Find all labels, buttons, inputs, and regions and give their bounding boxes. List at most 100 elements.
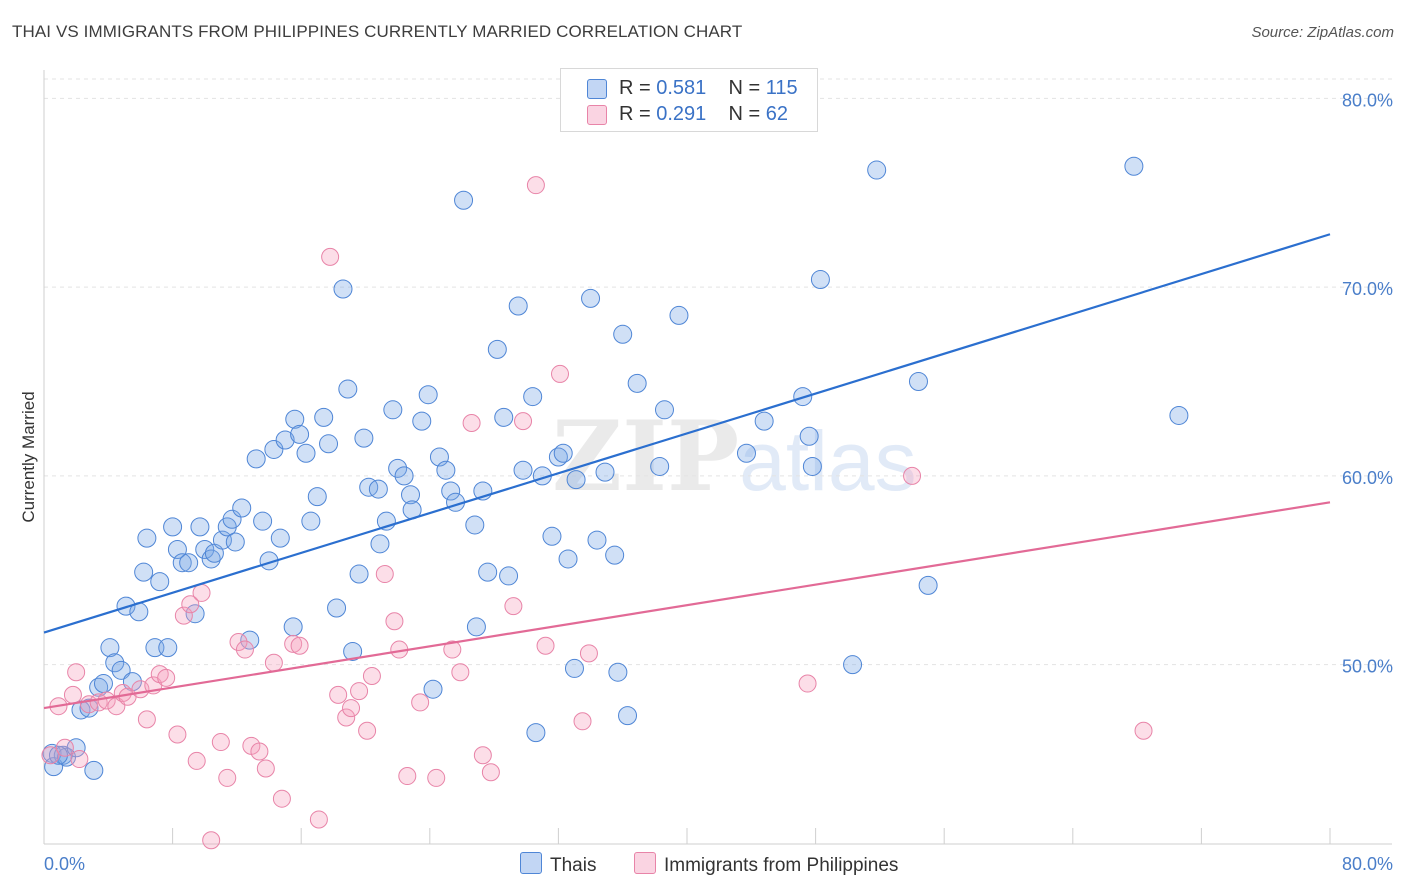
thais-point [523, 387, 543, 407]
thais-point [163, 517, 183, 537]
thais-point [190, 517, 210, 537]
philippines-point [329, 685, 348, 704]
philippines-point [187, 751, 206, 770]
philippines-point [202, 831, 221, 850]
legend-n-value: 62 [765, 103, 789, 125]
thais-point [333, 279, 353, 299]
y-tick-label: 80.0% [1342, 90, 1393, 110]
philippines-point [514, 412, 533, 431]
legend-n-value: 115 [765, 77, 798, 99]
thais-point [558, 549, 578, 569]
philippines-point [41, 746, 60, 765]
legend-n-label: N = [728, 77, 761, 99]
philippines-point [504, 597, 523, 616]
thais-point [513, 460, 533, 480]
philippines-swatch [587, 105, 607, 125]
thais-point [1124, 156, 1144, 176]
thais-legend-label: Thais [550, 855, 597, 876]
thais-point [613, 324, 633, 344]
x-tick-label: 0.0% [44, 854, 85, 874]
y-axis-label: Currently Married [19, 391, 38, 522]
thais-point [454, 190, 474, 210]
philippines-point [350, 682, 369, 701]
thais-point [669, 305, 689, 325]
philippines-point [284, 634, 303, 653]
philippines-point [375, 565, 394, 584]
thais-point [240, 630, 260, 650]
philippines-point [256, 759, 275, 778]
philippines-point [321, 247, 340, 266]
thais-point [150, 572, 170, 592]
thais-point [290, 424, 310, 444]
thais-point [270, 528, 290, 548]
thais-point [466, 617, 486, 637]
stats-legend: R = 0.581 N = 115 R = 0.291 N = 62 [560, 68, 818, 132]
thais-point [84, 760, 104, 780]
thais-point [867, 160, 887, 180]
philippines-point [181, 595, 200, 614]
philippines-point [67, 663, 86, 682]
philippines-point [385, 612, 404, 631]
thais-point [736, 443, 756, 463]
y-tick-label: 70.0% [1342, 279, 1393, 299]
thais-point [111, 660, 131, 680]
thais-point [388, 458, 408, 478]
thais-point [338, 379, 358, 399]
thais-point [499, 566, 519, 586]
legend-r-value: 0.581 [656, 77, 707, 99]
thais-point [436, 460, 456, 480]
thais-point [802, 456, 822, 476]
thais-point [275, 430, 295, 450]
thais-point [264, 439, 284, 459]
philippines-point [1134, 721, 1153, 740]
thais-point [843, 655, 863, 675]
thais-point [423, 679, 443, 699]
chart-source: Source: ZipAtlas.com [1251, 24, 1394, 41]
thais-point [368, 479, 388, 499]
thais-point [608, 662, 628, 682]
thais-point [595, 462, 615, 482]
chart-title: THAI VS IMMIGRANTS FROM PHILIPPINES CURR… [12, 22, 743, 41]
thais-point [179, 553, 199, 573]
thais-point [285, 409, 305, 429]
thais-point [441, 481, 461, 501]
thais-point [754, 411, 774, 431]
legend-r-label: R = [619, 77, 651, 99]
thais-point [508, 296, 528, 316]
y-tick-label: 60.0% [1342, 468, 1393, 488]
philippines-point [362, 666, 381, 685]
thais-point [225, 532, 245, 552]
philippines-point [70, 750, 89, 769]
thais-point [394, 466, 414, 486]
philippines-point [235, 640, 254, 659]
philippines-point [309, 810, 328, 829]
philippines-point [462, 414, 481, 433]
thais-point [307, 487, 327, 507]
thais-legend-swatch [520, 852, 542, 874]
philippines-point [427, 768, 446, 787]
philippines-point [903, 466, 922, 485]
philippines-point [579, 644, 598, 663]
philippines-point [192, 583, 211, 602]
thais-point [201, 549, 221, 569]
thais-point [319, 434, 339, 454]
philippines-point [337, 708, 356, 727]
thais-point [314, 407, 334, 427]
thais-point [283, 617, 303, 637]
thais-point [526, 723, 546, 743]
philippines-point [798, 674, 817, 693]
thais-point [354, 428, 374, 448]
thais-point [343, 641, 363, 661]
philippines-point [168, 725, 187, 744]
thais-point [412, 411, 432, 431]
thais-point [918, 575, 938, 595]
y-tick-label: 50.0% [1342, 657, 1393, 677]
thais-point [650, 456, 670, 476]
thais-point [627, 373, 647, 393]
thais-point [587, 530, 607, 550]
philippines-point [63, 685, 82, 704]
thais-point [542, 526, 562, 546]
bottom-legend-thais: Thais [520, 852, 596, 877]
philippines-point [526, 176, 545, 195]
